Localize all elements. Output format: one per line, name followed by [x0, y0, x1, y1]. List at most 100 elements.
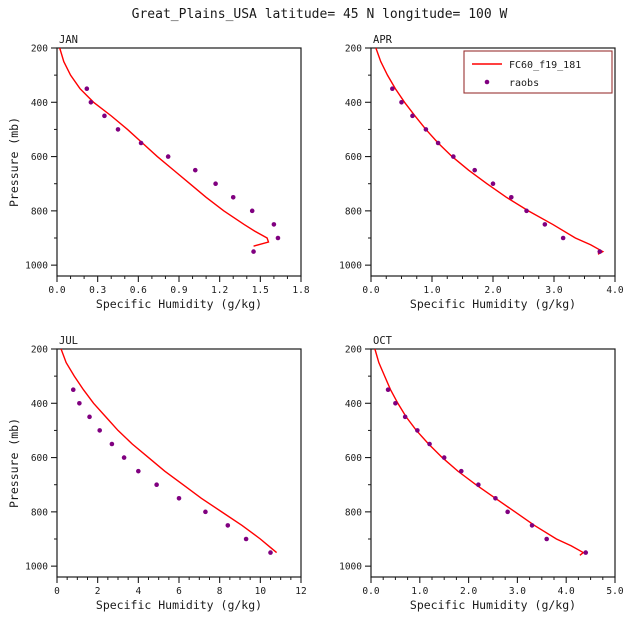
obs-point: [271, 222, 277, 227]
x-tick-label: 0.0: [48, 285, 65, 296]
panel-apr: APR 200 400 600 800 1000 0.0 1.0 2.0 3.0 4.0 Specif…: [339, 34, 624, 311]
y-tick-label: 400: [31, 399, 48, 410]
legend-dot-sample: [484, 79, 490, 85]
legend-label-model: FC60_f19_181: [509, 60, 581, 71]
y-tick-label: 400: [31, 98, 48, 109]
obs-point: [560, 235, 566, 241]
y-tick-label: 1000: [25, 261, 48, 272]
obs-point: [136, 468, 141, 474]
obs-point: [597, 249, 603, 254]
obs-point: [70, 387, 76, 393]
obs-point: [192, 167, 198, 173]
x-tick-label: 0.9: [170, 285, 187, 296]
obs-point: [427, 441, 432, 447]
obs-point: [268, 550, 273, 555]
obs-point: [109, 441, 115, 447]
obs-point: [544, 536, 549, 542]
obs-point: [165, 154, 171, 159]
y-tick-label: 200: [31, 44, 48, 55]
x-tick-label: 3.0: [509, 586, 526, 597]
model-line: [375, 47, 605, 255]
legend-box: [463, 50, 613, 94]
y-tick-label: 800: [345, 507, 362, 518]
y-tick-label: 600: [31, 152, 48, 163]
obs-point: [493, 495, 498, 501]
obs-point: [458, 468, 464, 474]
x-tick-label: 4.0: [558, 586, 575, 597]
y-tick-label: 800: [31, 206, 48, 217]
y-axis-title: Pressure (mb): [7, 418, 21, 508]
model-line: [59, 47, 270, 247]
obs-point: [102, 113, 107, 119]
obs-point: [88, 99, 94, 105]
obs-point: [77, 400, 82, 406]
y-tick-label: 1000: [339, 261, 362, 272]
obs-point: [451, 154, 456, 159]
obs-point: [415, 428, 420, 433]
obs-point: [87, 414, 92, 420]
x-tick-label: 4: [135, 586, 141, 597]
x-tick-label: 4.0: [606, 285, 623, 296]
obs-point: [243, 536, 249, 542]
panels-grid: JAN 200 400 600 800 1000 0.0 0.3 0.6 0.9 1.2 1.5 1.8…: [5, 26, 639, 622]
obs-point: [275, 235, 281, 241]
obs-point: [476, 482, 481, 488]
x-tick-label: 10: [255, 586, 267, 597]
plot-frame: [56, 47, 302, 277]
panel-oct: OCT 200 400 600 800 1000 0.0 1.0 2.0 3.0 4.0 5.0 Spe…: [339, 335, 624, 612]
y-tick-label: 400: [345, 399, 362, 410]
panel-label: OCT: [373, 335, 393, 347]
y-tick-label: 400: [345, 98, 362, 109]
obs-point: [583, 550, 589, 555]
obs-point: [225, 523, 231, 528]
x-tick-label: 8: [217, 586, 223, 597]
y-tick-label: 600: [345, 453, 362, 464]
x-axis-title: Specific Humidity (g/kg): [410, 598, 576, 612]
obs-point: [542, 222, 548, 227]
panel-jul: JUL 200 400 600 800 1000 0 2 4 6 8 10 12 Specific Hum…: [7, 335, 307, 612]
obs-point: [251, 249, 256, 254]
x-tick-label: 0: [54, 586, 60, 597]
obs-point: [399, 99, 404, 105]
obs-point: [97, 428, 102, 433]
x-tick-label: 0.3: [89, 285, 106, 296]
obs-point: [84, 86, 90, 92]
y-tick-label: 1000: [25, 562, 48, 573]
obs-point: [230, 194, 236, 200]
obs-point: [249, 208, 255, 214]
y-tick-label: 800: [31, 507, 48, 518]
x-tick-label: 1.0: [411, 586, 428, 597]
obs-point: [115, 127, 121, 132]
x-tick-label: 0.6: [130, 285, 147, 296]
obs-point: [390, 86, 395, 92]
panel-jan: JAN 200 400 600 800 1000 0.0 0.3 0.6 0.9 1.2 1.5 1.8…: [7, 34, 310, 311]
obs-point: [529, 523, 535, 528]
obs-point: [402, 414, 408, 420]
y-tick-label: 200: [31, 345, 48, 356]
x-tick-label: 2: [95, 586, 101, 597]
y-tick-label: 600: [31, 453, 48, 464]
obs-point: [154, 482, 159, 488]
obs-point: [509, 194, 514, 200]
obs-point: [203, 509, 208, 515]
panel-label: JUL: [59, 335, 78, 347]
obs-point: [385, 387, 391, 393]
obs-point: [524, 208, 529, 214]
plot-frame: [370, 348, 616, 578]
x-tick-label: 0.0: [362, 285, 379, 296]
obs-point: [121, 455, 127, 460]
obs-point: [435, 140, 441, 146]
x-tick-label: 6: [176, 586, 182, 597]
legend-label-obs: raobs: [509, 78, 539, 89]
x-tick-label: 12: [295, 586, 306, 597]
obs-point: [176, 495, 182, 501]
model-line: [374, 348, 585, 556]
y-axis-title: Pressure (mb): [7, 117, 21, 207]
figure-title: Great_Plains_USA latitude= 45 N longitud…: [131, 7, 508, 22]
obs-point: [410, 113, 415, 119]
obs-point: [213, 181, 218, 187]
x-tick-label: 2.0: [484, 285, 501, 296]
x-tick-label: 1.8: [292, 285, 309, 296]
y-tick-label: 200: [345, 345, 362, 356]
